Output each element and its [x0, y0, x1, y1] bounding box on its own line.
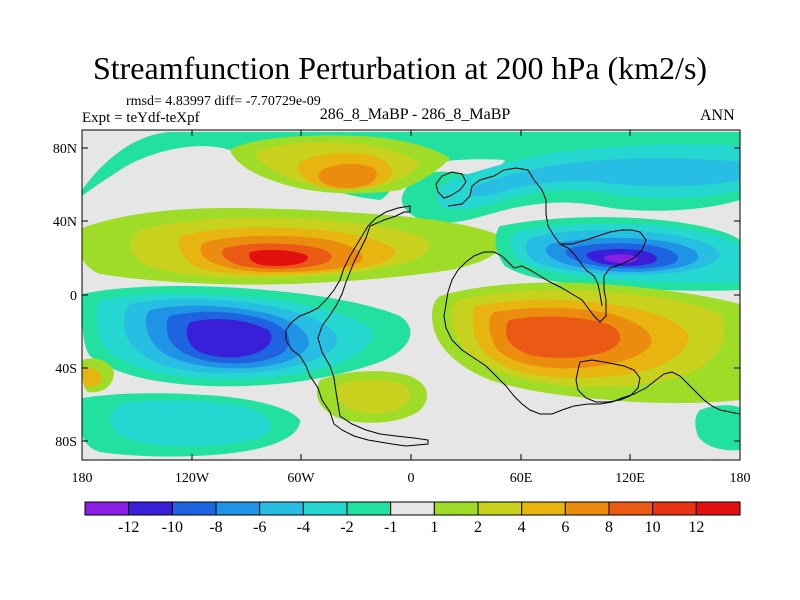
colorbar [84, 501, 741, 516]
contour-south-warm-5 [506, 316, 621, 358]
lat-labels: 80N 40N 0 40S 80S [53, 142, 77, 450]
colorbar-label: -1 [384, 519, 397, 536]
coastline-greenland [435, 171, 467, 199]
colorbar-label: -6 [253, 519, 266, 536]
coastline-australia [575, 359, 641, 403]
coastlines [285, 167, 741, 447]
lat-label-80n: 80N [53, 142, 77, 157]
contour-south-west-warm [82, 367, 102, 387]
colorbar-swatch [521, 501, 566, 516]
colorbar-label: 2 [474, 519, 482, 536]
colorbar-label: -4 [297, 519, 310, 536]
colorbar-label: 10 [645, 519, 661, 536]
colorbar-swatch [128, 501, 173, 516]
lat-label-0: 0 [70, 289, 77, 304]
colorbar-swatch [259, 501, 304, 516]
colorbar-label: -12 [118, 519, 139, 536]
coastline-americas [285, 205, 429, 447]
colorbar-label: 1 [430, 519, 438, 536]
colorbar-swatch [215, 501, 261, 516]
lat-label-80s: 80S [55, 435, 77, 450]
lon-label-120w: 120W [175, 471, 210, 486]
colorbar-swatch [652, 501, 697, 516]
rmsd-stats: rmsd= 4.83997 diff= -7.70729e-09 [126, 94, 321, 109]
lon-label-60w: 60W [287, 471, 315, 486]
lat-label-40n: 40N [53, 215, 77, 230]
coastline-africa-eurasia [443, 167, 741, 415]
lon-label-180e: 180 [730, 471, 751, 486]
colorbar-swatch [84, 501, 130, 516]
contour-subtrop-warm-6 [249, 249, 309, 266]
colorbar-swatch [302, 501, 348, 516]
colorbar-label: 6 [561, 519, 569, 536]
lon-label-120e: 120E [615, 471, 645, 486]
coastline-asia-inner [559, 243, 603, 307]
colorbar-label: -10 [162, 519, 183, 536]
colorbar-label: -8 [209, 519, 222, 536]
lon-axis [191, 130, 631, 460]
colorbar-swatch [608, 501, 654, 516]
contour-south-cool-6 [186, 319, 272, 358]
colorbar-label: 8 [605, 519, 613, 536]
lon-label-60e: 60E [510, 471, 533, 486]
lat-label-40s: 40S [55, 362, 77, 377]
contour-south-warm-atlantic-2 [336, 379, 411, 414]
season-label: ANN [700, 107, 735, 124]
colorbar-swatch [171, 501, 217, 516]
colorbar-labels: -12 -10 -8 -6 -4 -2 -1 1 2 4 6 8 10 12 [118, 519, 704, 536]
contour-south-cool-polar-2 [110, 400, 271, 446]
lon-label-0: 0 [408, 471, 415, 486]
colorbar-label: 12 [688, 519, 704, 536]
plot-title: Streamfunction Perturbation at 200 hPa (… [92, 50, 708, 86]
colorbar-swatch [695, 501, 741, 516]
contour-north-warm-4 [318, 163, 377, 189]
colorbar-swatch [390, 501, 435, 516]
case-label: 286_8_MaBP - 286_8_MaBP [319, 106, 511, 123]
colorbar-swatch [564, 501, 610, 516]
lon-labels: 180 120W 60W 0 60E 120E 180 [72, 471, 751, 486]
contour-field [82, 130, 740, 460]
lon-label-180w: 180 [72, 471, 93, 486]
experiment-label: Expt = teYdf-teXpf [82, 110, 200, 126]
contour-north-cool-3 [469, 158, 740, 196]
colorbar-label: 4 [518, 519, 526, 536]
colorbar-label: -2 [340, 519, 353, 536]
contour-south-east-cool [695, 405, 740, 451]
colorbar-swatch [433, 501, 479, 516]
colorbar-swatch [477, 501, 523, 516]
colorbar-swatch [346, 501, 392, 516]
lat-axis [82, 147, 740, 442]
